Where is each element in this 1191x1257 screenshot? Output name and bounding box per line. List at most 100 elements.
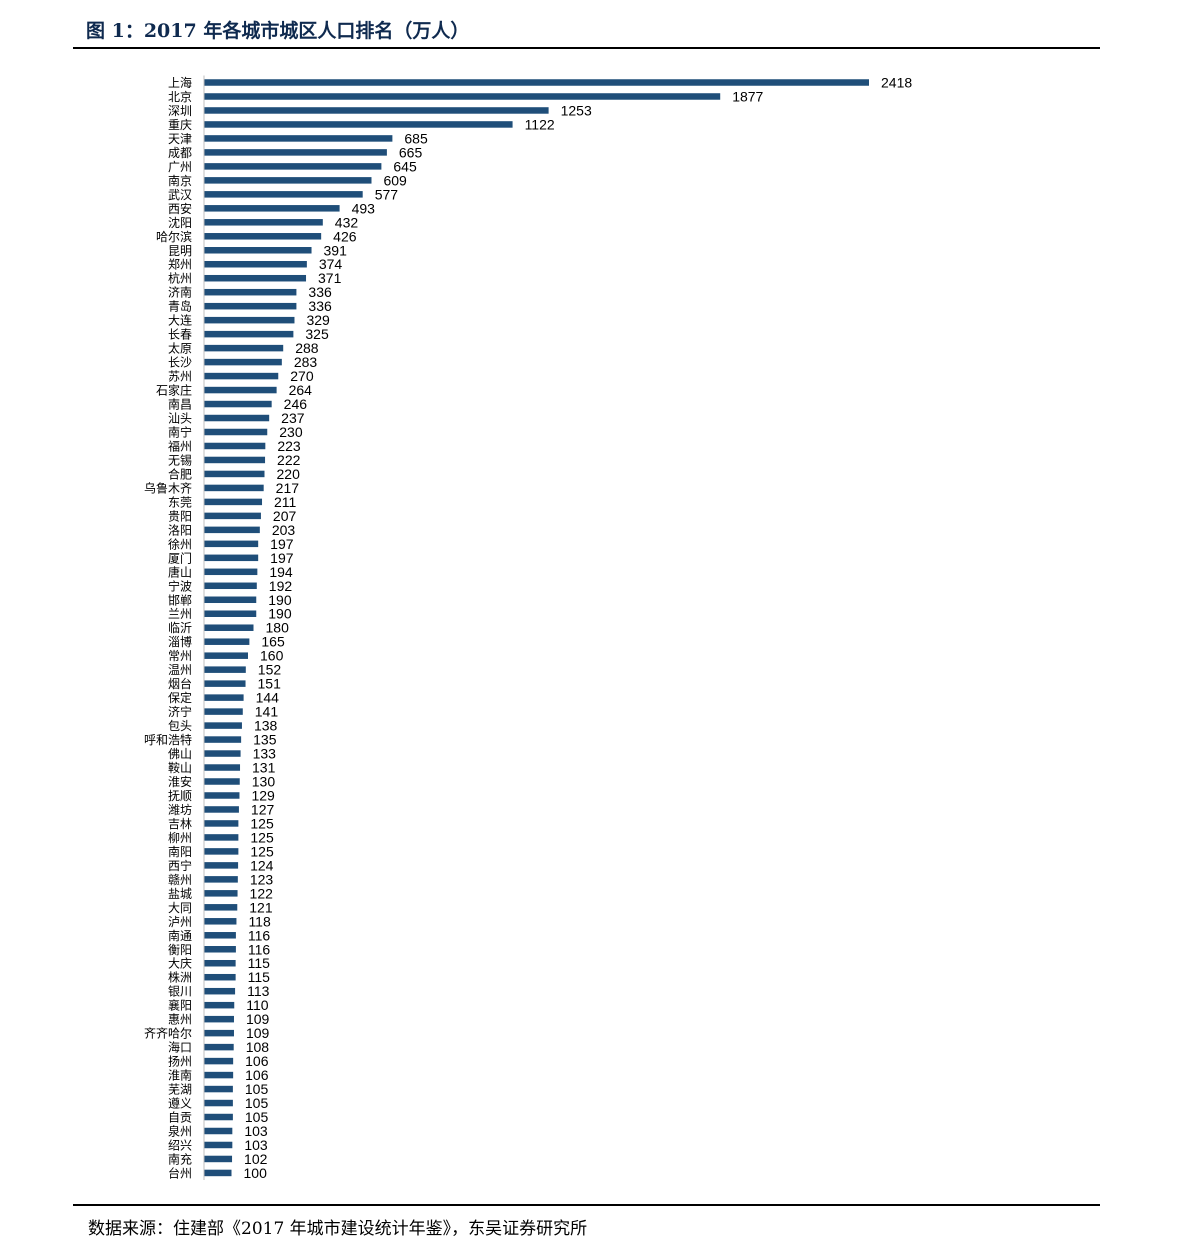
value-label: 109: [246, 1011, 270, 1027]
value-label: 288: [295, 340, 319, 356]
bar: [204, 708, 243, 715]
value-label: 1253: [561, 102, 592, 118]
bar: [204, 330, 294, 338]
value-label: 180: [266, 620, 290, 636]
value-label: 217: [276, 480, 300, 496]
bar: [204, 764, 241, 771]
value-label: 100: [244, 1165, 268, 1181]
bar: [204, 1057, 234, 1065]
category-label: 柳州: [168, 831, 192, 845]
value-label: 211: [274, 494, 297, 510]
category-label: 芜湖: [168, 1082, 192, 1097]
value-labels-group: 2418 1877 1253 1122 685665645609577493432426…: [244, 75, 913, 1181]
category-label: 西宁: [168, 858, 192, 873]
figure-title: 图 1：2017 年各城市城区人口排名（万人）: [86, 20, 470, 42]
bar: [204, 666, 246, 673]
top-rule: [73, 47, 1100, 49]
source-note: 数据来源：住建部《2017 年城市建设统计年鉴》，东吴证券研究所: [88, 1219, 588, 1239]
category-label: 佛山: [168, 747, 192, 761]
value-label: 151: [258, 676, 282, 692]
category-label: 宁波: [168, 578, 192, 593]
category-label: 齐齐哈尔: [144, 1026, 192, 1041]
value-label: 105: [245, 1109, 269, 1125]
value-label: 426: [333, 228, 357, 244]
category-label: 东莞: [168, 495, 192, 509]
bar: [204, 1029, 234, 1037]
value-label: 1877: [732, 88, 763, 104]
value-label: 246: [284, 396, 308, 412]
category-label: 济宁: [168, 704, 192, 719]
value-label: 207: [273, 508, 297, 524]
value-label: 102: [244, 1151, 268, 1167]
value-label: 329: [306, 312, 330, 328]
value-label: 135: [253, 732, 277, 748]
bar: [204, 722, 242, 729]
category-label: 襄阳: [168, 998, 192, 1013]
bar: [204, 1001, 235, 1009]
value-label: 115: [248, 955, 271, 971]
value-label: 222: [277, 452, 301, 468]
bar: [204, 386, 277, 394]
value-label: 106: [245, 1053, 269, 1069]
bar: [204, 79, 869, 86]
category-label: 呼和浩特: [144, 732, 192, 747]
category-label: 昆明: [168, 244, 192, 258]
bar: [204, 498, 263, 506]
category-label: 惠州: [168, 1013, 192, 1027]
bar: [204, 987, 236, 995]
category-label: 天津: [168, 132, 192, 146]
category-label: 大庆: [168, 957, 192, 971]
bar: [204, 470, 265, 478]
value-label: 391: [324, 242, 348, 258]
category-label: 乌鲁木齐: [144, 480, 192, 495]
bar: [204, 219, 323, 226]
value-label: 223: [277, 438, 301, 454]
category-label: 淮安: [168, 774, 192, 789]
value-label: 165: [261, 634, 285, 650]
category-label: 潍坊: [168, 802, 192, 817]
bar: [204, 400, 272, 408]
bar: [204, 442, 266, 450]
value-label: 105: [245, 1081, 269, 1097]
value-label: 141: [255, 704, 279, 720]
bar: [204, 582, 257, 590]
bar: [204, 316, 295, 324]
value-label: 115: [248, 969, 271, 985]
category-label: 南宁: [168, 425, 192, 440]
bar: [204, 484, 264, 492]
bar: [204, 428, 268, 436]
category-label: 上海: [168, 75, 192, 90]
category-label: 保定: [168, 690, 192, 705]
value-label: 109: [246, 1025, 270, 1041]
category-label: 洛阳: [168, 522, 192, 537]
bar: [204, 1085, 233, 1093]
category-label: 西安: [168, 201, 192, 216]
bar: [204, 694, 244, 701]
category-label: 贵阳: [168, 509, 192, 523]
category-label: 郑州: [168, 257, 192, 272]
value-label: 374: [319, 256, 343, 272]
category-label: 深圳: [168, 104, 192, 118]
category-label: 唐山: [168, 564, 192, 579]
category-label: 长春: [168, 328, 192, 342]
value-label: 129: [251, 787, 275, 803]
bar: [204, 260, 307, 268]
bar: [204, 792, 240, 799]
category-label: 武汉: [168, 188, 192, 202]
category-label: 成都: [168, 146, 192, 160]
value-label: 203: [272, 522, 296, 538]
bar: [204, 638, 250, 645]
bottom-rule: [73, 1204, 1100, 1206]
bar: [204, 1169, 232, 1177]
category-label: 台州: [168, 1165, 192, 1180]
bar: [204, 918, 237, 925]
value-label: 197: [270, 550, 294, 566]
category-label: 兰州: [168, 607, 192, 621]
category-label: 衡阳: [168, 943, 192, 957]
bar: [204, 862, 239, 869]
value-label: 197: [270, 536, 294, 552]
category-label: 温州: [168, 663, 192, 677]
category-label: 大连: [168, 313, 192, 328]
category-label: 广州: [168, 160, 192, 174]
bar: [204, 107, 549, 114]
